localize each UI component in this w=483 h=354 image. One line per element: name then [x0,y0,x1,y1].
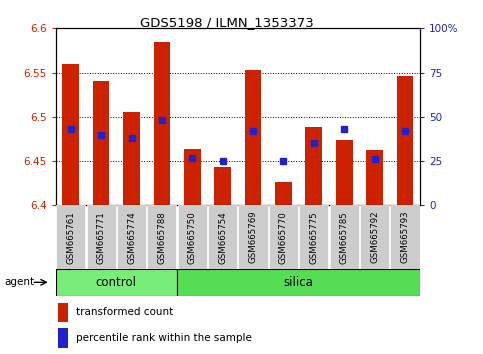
Bar [154,41,170,205]
Bar [56,269,177,296]
Bar [245,70,261,205]
Text: GSM665769: GSM665769 [249,211,257,263]
Bar [177,269,420,296]
Text: silica: silica [284,276,313,289]
Bar [178,205,207,269]
Bar [360,205,389,269]
Text: GSM665785: GSM665785 [340,211,349,264]
Bar [208,205,237,269]
Bar [397,76,413,205]
Text: GSM665761: GSM665761 [66,211,75,264]
Bar [239,205,268,269]
Bar [269,205,298,269]
Bar [56,205,85,269]
Text: control: control [96,276,137,289]
Bar [275,182,292,205]
Text: GSM665775: GSM665775 [309,211,318,264]
Bar [86,205,116,269]
Bar [123,112,140,205]
Bar [93,81,110,205]
Text: GSM665774: GSM665774 [127,211,136,264]
Bar [58,329,68,348]
Bar [62,64,79,205]
Bar [336,140,353,205]
Text: transformed count: transformed count [76,308,173,318]
Bar [58,303,68,322]
Bar [305,127,322,205]
Text: GSM665792: GSM665792 [370,211,379,263]
Bar [184,149,200,205]
Text: GDS5198 / ILMN_1353373: GDS5198 / ILMN_1353373 [140,16,314,29]
Text: GSM665770: GSM665770 [279,211,288,264]
Text: GSM665750: GSM665750 [188,211,197,264]
Bar [147,205,176,269]
Bar [366,150,383,205]
Text: GSM665771: GSM665771 [97,211,106,264]
Bar [390,205,420,269]
Text: GSM665754: GSM665754 [218,211,227,264]
Bar [214,167,231,205]
Text: GSM665788: GSM665788 [157,211,167,264]
Bar [117,205,146,269]
Text: GSM665793: GSM665793 [400,211,410,263]
Bar [330,205,359,269]
Text: percentile rank within the sample: percentile rank within the sample [76,333,252,343]
Bar [299,205,328,269]
Text: agent: agent [5,277,35,287]
